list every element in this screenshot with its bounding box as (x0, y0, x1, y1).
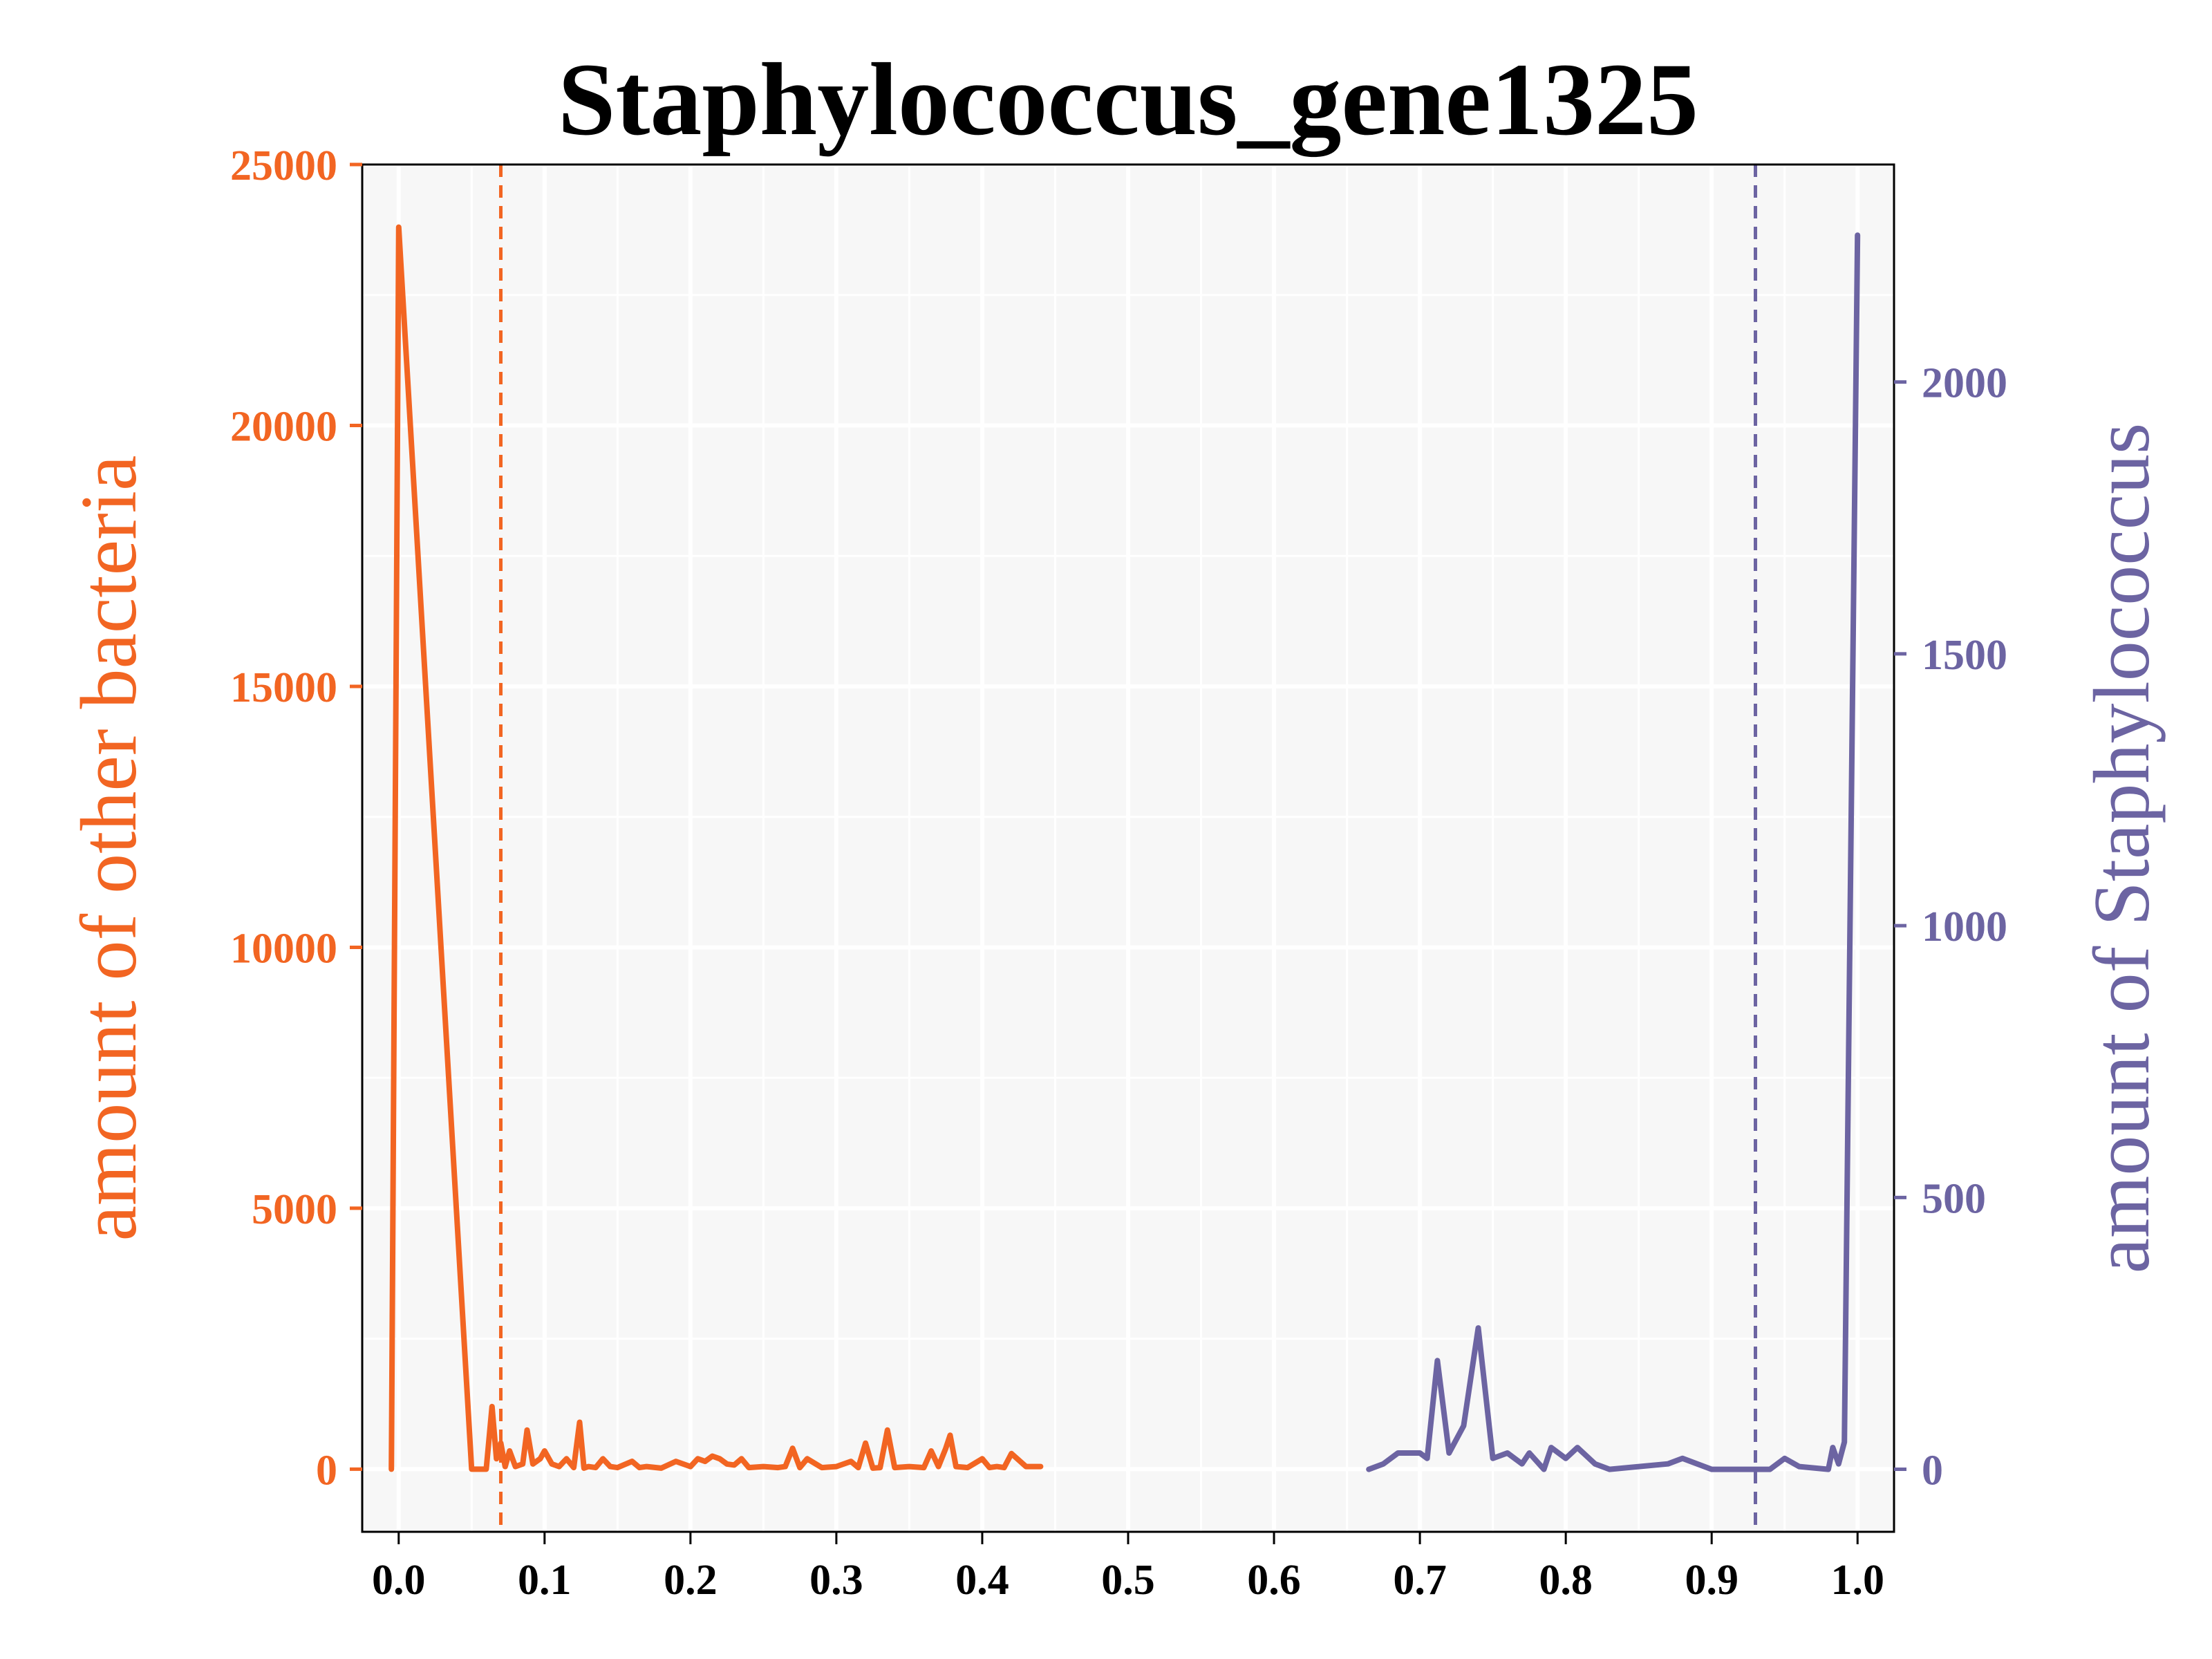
chart-title: Staphylococcus_gene1325 (558, 42, 1698, 157)
y-right-tick-label: 1000 (1922, 903, 2007, 950)
x-tick-label: 0.1 (518, 1557, 572, 1604)
series-lines (388, 224, 1861, 1472)
y-left-tick-label: 25000 (230, 142, 337, 189)
y-right-tick-label: 500 (1922, 1175, 1986, 1222)
y-left-axis-label: amount of other bacteria (65, 456, 153, 1241)
y-left-tick-label: 20000 (230, 403, 337, 450)
series-line-other-bacteria (388, 224, 1044, 1472)
x-tick-label: 0.4 (955, 1557, 1009, 1604)
x-tick-label: 0.2 (664, 1557, 718, 1604)
x-tick-label: 0.0 (372, 1557, 426, 1604)
y-left-tick-label: 15000 (230, 664, 337, 711)
x-tick-label: 0.5 (1101, 1557, 1155, 1604)
y-right-tick-label: 1500 (1922, 632, 2007, 679)
grid (362, 162, 1894, 1532)
y-right-axis-label: amount of Staphylococcus (2078, 423, 2166, 1274)
x-tick-label: 0.8 (1539, 1557, 1593, 1604)
series-line-staphylococcus (1366, 232, 1861, 1472)
y-right-tick-label: 2000 (1922, 360, 2007, 407)
y-right-tick-label: 0 (1922, 1447, 1943, 1494)
y-left-tick-label: 0 (316, 1447, 337, 1494)
x-tick-label: 0.3 (809, 1557, 863, 1604)
x-tick-label: 1.0 (1830, 1557, 1884, 1604)
axis-ticks: 0.0 0.1 0.2 0.3 0.4 0.5 0.6 0.7 0.8 0.9 1.00500010… (230, 142, 2007, 1604)
x-tick-label: 0.6 (1247, 1557, 1301, 1604)
x-tick-label: 0.9 (1685, 1557, 1738, 1604)
y-left-tick-label: 5000 (252, 1186, 337, 1233)
y-left-tick-label: 10000 (230, 925, 337, 972)
x-tick-label: 0.7 (1393, 1557, 1447, 1604)
